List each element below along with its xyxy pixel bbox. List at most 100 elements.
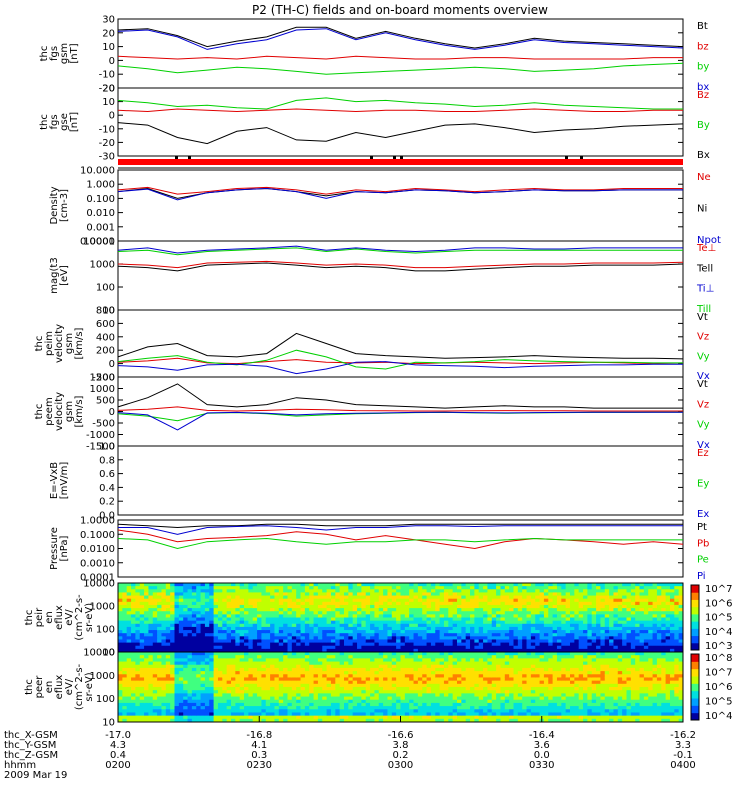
spectrogram-cell	[626, 595, 632, 600]
series-line-Vy	[117, 349, 683, 370]
spectrogram-cell	[148, 674, 154, 678]
spectrogram-cell	[378, 671, 384, 675]
spectrogram-cell	[231, 589, 236, 593]
spectrogram-cell	[448, 648, 454, 653]
spectrogram-cell	[391, 598, 397, 603]
spectrogram-cell	[348, 598, 354, 603]
spectrogram-cell	[470, 652, 475, 656]
spectrogram-cell	[430, 639, 436, 644]
spectrogram-cell	[283, 687, 288, 691]
spectrogram-cell	[339, 642, 345, 647]
spectrogram-cell	[591, 604, 597, 609]
spectrogram-cell	[357, 699, 362, 704]
spectrogram-cell	[526, 642, 532, 647]
spectrogram-cell	[465, 620, 471, 625]
spectrogram-cell	[339, 674, 345, 678]
spectrogram-cell	[270, 639, 275, 644]
spectrogram-cell	[183, 648, 189, 653]
spectrogram-cell	[474, 620, 480, 625]
spectrogram-cell	[235, 623, 241, 628]
spectrogram-cell	[387, 630, 393, 634]
spectrogram-cell	[209, 583, 215, 587]
spectrogram-cell	[665, 617, 671, 622]
spectrogram-cell	[252, 658, 258, 663]
spectrogram-cell	[344, 655, 349, 659]
spectrogram-cell	[630, 636, 636, 640]
spectrogram-cell	[265, 658, 271, 663]
spectrogram-cell	[430, 648, 436, 653]
spectrogram-cell	[148, 595, 154, 600]
spectrogram-cell	[126, 699, 132, 704]
y-tick-label: 0.1000	[80, 530, 115, 541]
spectrogram-cell	[587, 589, 593, 593]
spectrogram-cell	[296, 620, 302, 625]
spectrogram-cell	[617, 623, 623, 628]
spectrogram-cell	[330, 636, 336, 640]
spectrogram-cell	[283, 718, 288, 723]
spectrogram-cell	[257, 702, 262, 707]
spectrogram-cell	[217, 604, 223, 609]
spectrogram-cell	[204, 592, 210, 597]
spectrogram-cell	[278, 601, 284, 606]
y-tick-label: 10	[102, 97, 115, 108]
spectrogram-cell	[157, 639, 162, 644]
spectrogram-cell	[435, 611, 441, 615]
legend-label: Vz	[697, 332, 709, 343]
spectrogram-cell	[135, 614, 141, 618]
spectrogram-cell	[643, 592, 649, 597]
spectrogram-cell	[378, 583, 384, 587]
spectrogram-cell	[661, 611, 667, 615]
spectrogram-cell	[535, 589, 541, 593]
spectrogram-cell	[669, 626, 675, 631]
spectrogram-cell	[422, 658, 428, 663]
spectrogram-cell	[296, 671, 302, 675]
spectrogram-cell	[161, 690, 167, 694]
spectrogram-cell	[183, 699, 189, 704]
series-line-Ti⊥	[117, 245, 683, 254]
spectrogram-cell	[161, 642, 167, 647]
spectrogram-cell	[118, 623, 123, 628]
spectrogram-cell	[556, 642, 562, 647]
spectrogram-cell	[378, 633, 384, 637]
spectrogram-cell	[535, 617, 541, 622]
spectrogram-cell	[370, 709, 375, 713]
spectrogram-cell	[178, 623, 184, 628]
spectrogram-cell	[270, 655, 275, 659]
panel-frame-fgs_gse	[117, 87, 684, 157]
spectrogram-cell	[330, 658, 336, 663]
spectrogram-cell	[339, 617, 345, 622]
spectrogram-cell	[287, 690, 293, 694]
spectrogram-cell	[118, 636, 123, 640]
spectrogram-cell	[178, 642, 184, 647]
spectrogram-cell	[430, 601, 436, 606]
spectrogram-cell	[335, 693, 341, 698]
spectrogram-cell	[217, 671, 223, 675]
spectrogram-cell	[383, 648, 388, 653]
spectrogram-cell	[196, 595, 202, 600]
spectrogram-cell	[648, 642, 654, 647]
spectrogram-cell	[452, 642, 458, 647]
spectrogram-cell	[196, 611, 202, 615]
legend-label: Bt	[697, 21, 708, 32]
y-tick-label: 0.0010	[80, 558, 115, 569]
spectrogram-cell	[383, 690, 388, 694]
spectrogram-cell	[439, 671, 445, 675]
spectrogram-cell	[252, 702, 258, 707]
spectrogram-cell	[296, 687, 302, 691]
spectrogram-cell	[148, 648, 154, 653]
spectrogram-cell	[291, 655, 297, 659]
spectrogram-cell	[457, 611, 462, 615]
spectrogram-cell	[370, 677, 375, 682]
spectrogram-cell	[674, 586, 680, 590]
spectrogram-cell	[513, 645, 519, 650]
spectrogram-cell	[669, 645, 675, 650]
spectrogram-cell	[674, 642, 680, 647]
spectrogram-cell	[504, 595, 510, 600]
spectrogram-cell	[213, 655, 219, 659]
spectrogram-cell	[144, 706, 149, 710]
spectrogram-cell	[613, 626, 619, 631]
spectrogram-cell	[191, 617, 197, 622]
spectrogram-cell	[187, 658, 193, 663]
spectrogram-cell	[200, 639, 206, 644]
spectrogram-cell	[278, 652, 284, 656]
